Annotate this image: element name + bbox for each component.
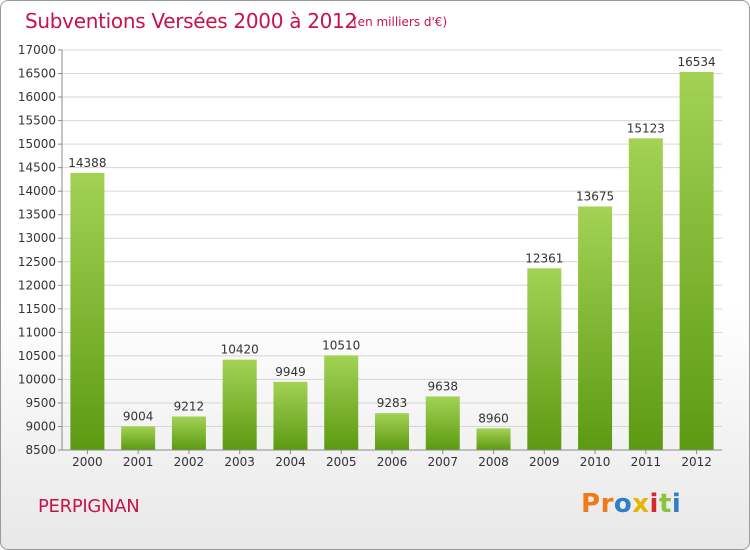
bar — [171, 416, 206, 450]
logo-letter: i — [671, 489, 682, 519]
logo-letter: x — [632, 489, 650, 519]
data-label: 9638 — [427, 379, 458, 393]
y-tick-label: 9000 — [25, 419, 56, 433]
x-tick-label: 2003 — [224, 455, 255, 469]
bars-layer: 14388 9004 9212 10420 9949 10510 9283 9638 8960 1… — [68, 55, 716, 450]
y-tick-label: 12000 — [18, 278, 56, 292]
data-label: 13675 — [576, 189, 614, 203]
chart-subtitle: (en milliers d'€) — [353, 15, 448, 29]
y-tick-label: 11500 — [18, 302, 56, 316]
y-tick-label: 13500 — [18, 208, 56, 222]
y-tick-label: 10500 — [18, 349, 56, 363]
x-tick-label: 2012 — [681, 455, 712, 469]
y-tick-label: 11000 — [18, 325, 56, 339]
bar — [222, 359, 257, 450]
data-label: 16534 — [678, 55, 716, 69]
data-label: 10420 — [221, 343, 259, 357]
bar — [679, 71, 714, 450]
logo-letter: r — [600, 489, 614, 519]
bar — [375, 413, 409, 450]
x-tick-label: 2010 — [580, 455, 611, 469]
data-label: 9949 — [275, 365, 306, 379]
x-tick-label: 2004 — [275, 455, 306, 469]
data-label: 8960 — [478, 411, 509, 425]
data-label: 9004 — [123, 409, 154, 423]
y-tick-label: 16500 — [18, 67, 56, 81]
logo-letter: i — [649, 489, 659, 519]
y-tick-label: 10000 — [18, 372, 56, 386]
y-tick-label: 16000 — [18, 90, 56, 104]
x-tick-label: 2005 — [326, 455, 357, 469]
bar — [476, 428, 511, 450]
y-tick-label: 13000 — [18, 231, 56, 245]
bar — [425, 396, 460, 450]
axis-layer: 8500 9000 9500 10000 10500 11000 11500 12000 125… — [18, 43, 722, 469]
data-label: 12361 — [525, 251, 563, 265]
proxiti-logo: Proxiti — [581, 489, 681, 519]
x-tick-label: 2007 — [427, 455, 458, 469]
location-label: PERPIGNAN — [38, 496, 140, 517]
logo-letter: o — [613, 489, 633, 519]
y-tick-label: 15500 — [18, 114, 56, 128]
logo-letter: P — [581, 489, 601, 519]
data-label: 9212 — [174, 399, 205, 413]
bar — [527, 268, 562, 450]
bar — [273, 381, 308, 450]
data-label: 15123 — [627, 121, 665, 135]
plot-area — [62, 50, 722, 450]
bar — [121, 426, 156, 450]
bar — [324, 355, 359, 450]
x-tick-label: 2001 — [123, 455, 154, 469]
x-tick-label: 2008 — [478, 455, 509, 469]
y-tick-label: 12500 — [18, 255, 56, 269]
y-tick-label: 8500 — [25, 443, 56, 457]
logo-letter: t — [658, 489, 672, 519]
y-tick-label: 17000 — [18, 43, 56, 57]
data-label: 9283 — [377, 396, 408, 410]
bar — [628, 138, 663, 450]
bar — [70, 172, 105, 450]
x-tick-label: 2000 — [72, 455, 103, 469]
x-tick-label: 2006 — [377, 455, 408, 469]
x-tick-label: 2009 — [529, 455, 560, 469]
x-tick-label: 2011 — [631, 455, 662, 469]
y-tick-label: 9500 — [25, 396, 56, 410]
data-label: 10510 — [322, 338, 360, 352]
y-tick-label: 15000 — [18, 137, 56, 151]
x-tick-label: 2002 — [174, 455, 205, 469]
y-tick-label: 14000 — [18, 184, 56, 198]
bar — [578, 206, 613, 450]
chart-title: Subventions Versées 2000 à 2012 — [25, 9, 357, 33]
y-tick-label: 14500 — [18, 161, 56, 175]
data-label: 14388 — [68, 156, 106, 170]
grid-layer — [62, 49, 722, 451]
